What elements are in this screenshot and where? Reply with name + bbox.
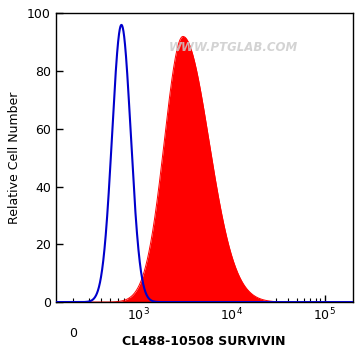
Text: WWW.PTGLAB.COM: WWW.PTGLAB.COM <box>169 42 299 54</box>
Text: 0: 0 <box>69 327 77 340</box>
Y-axis label: Relative Cell Number: Relative Cell Number <box>8 91 21 224</box>
X-axis label: CL488-10508 SURVIVIN: CL488-10508 SURVIVIN <box>122 335 286 348</box>
